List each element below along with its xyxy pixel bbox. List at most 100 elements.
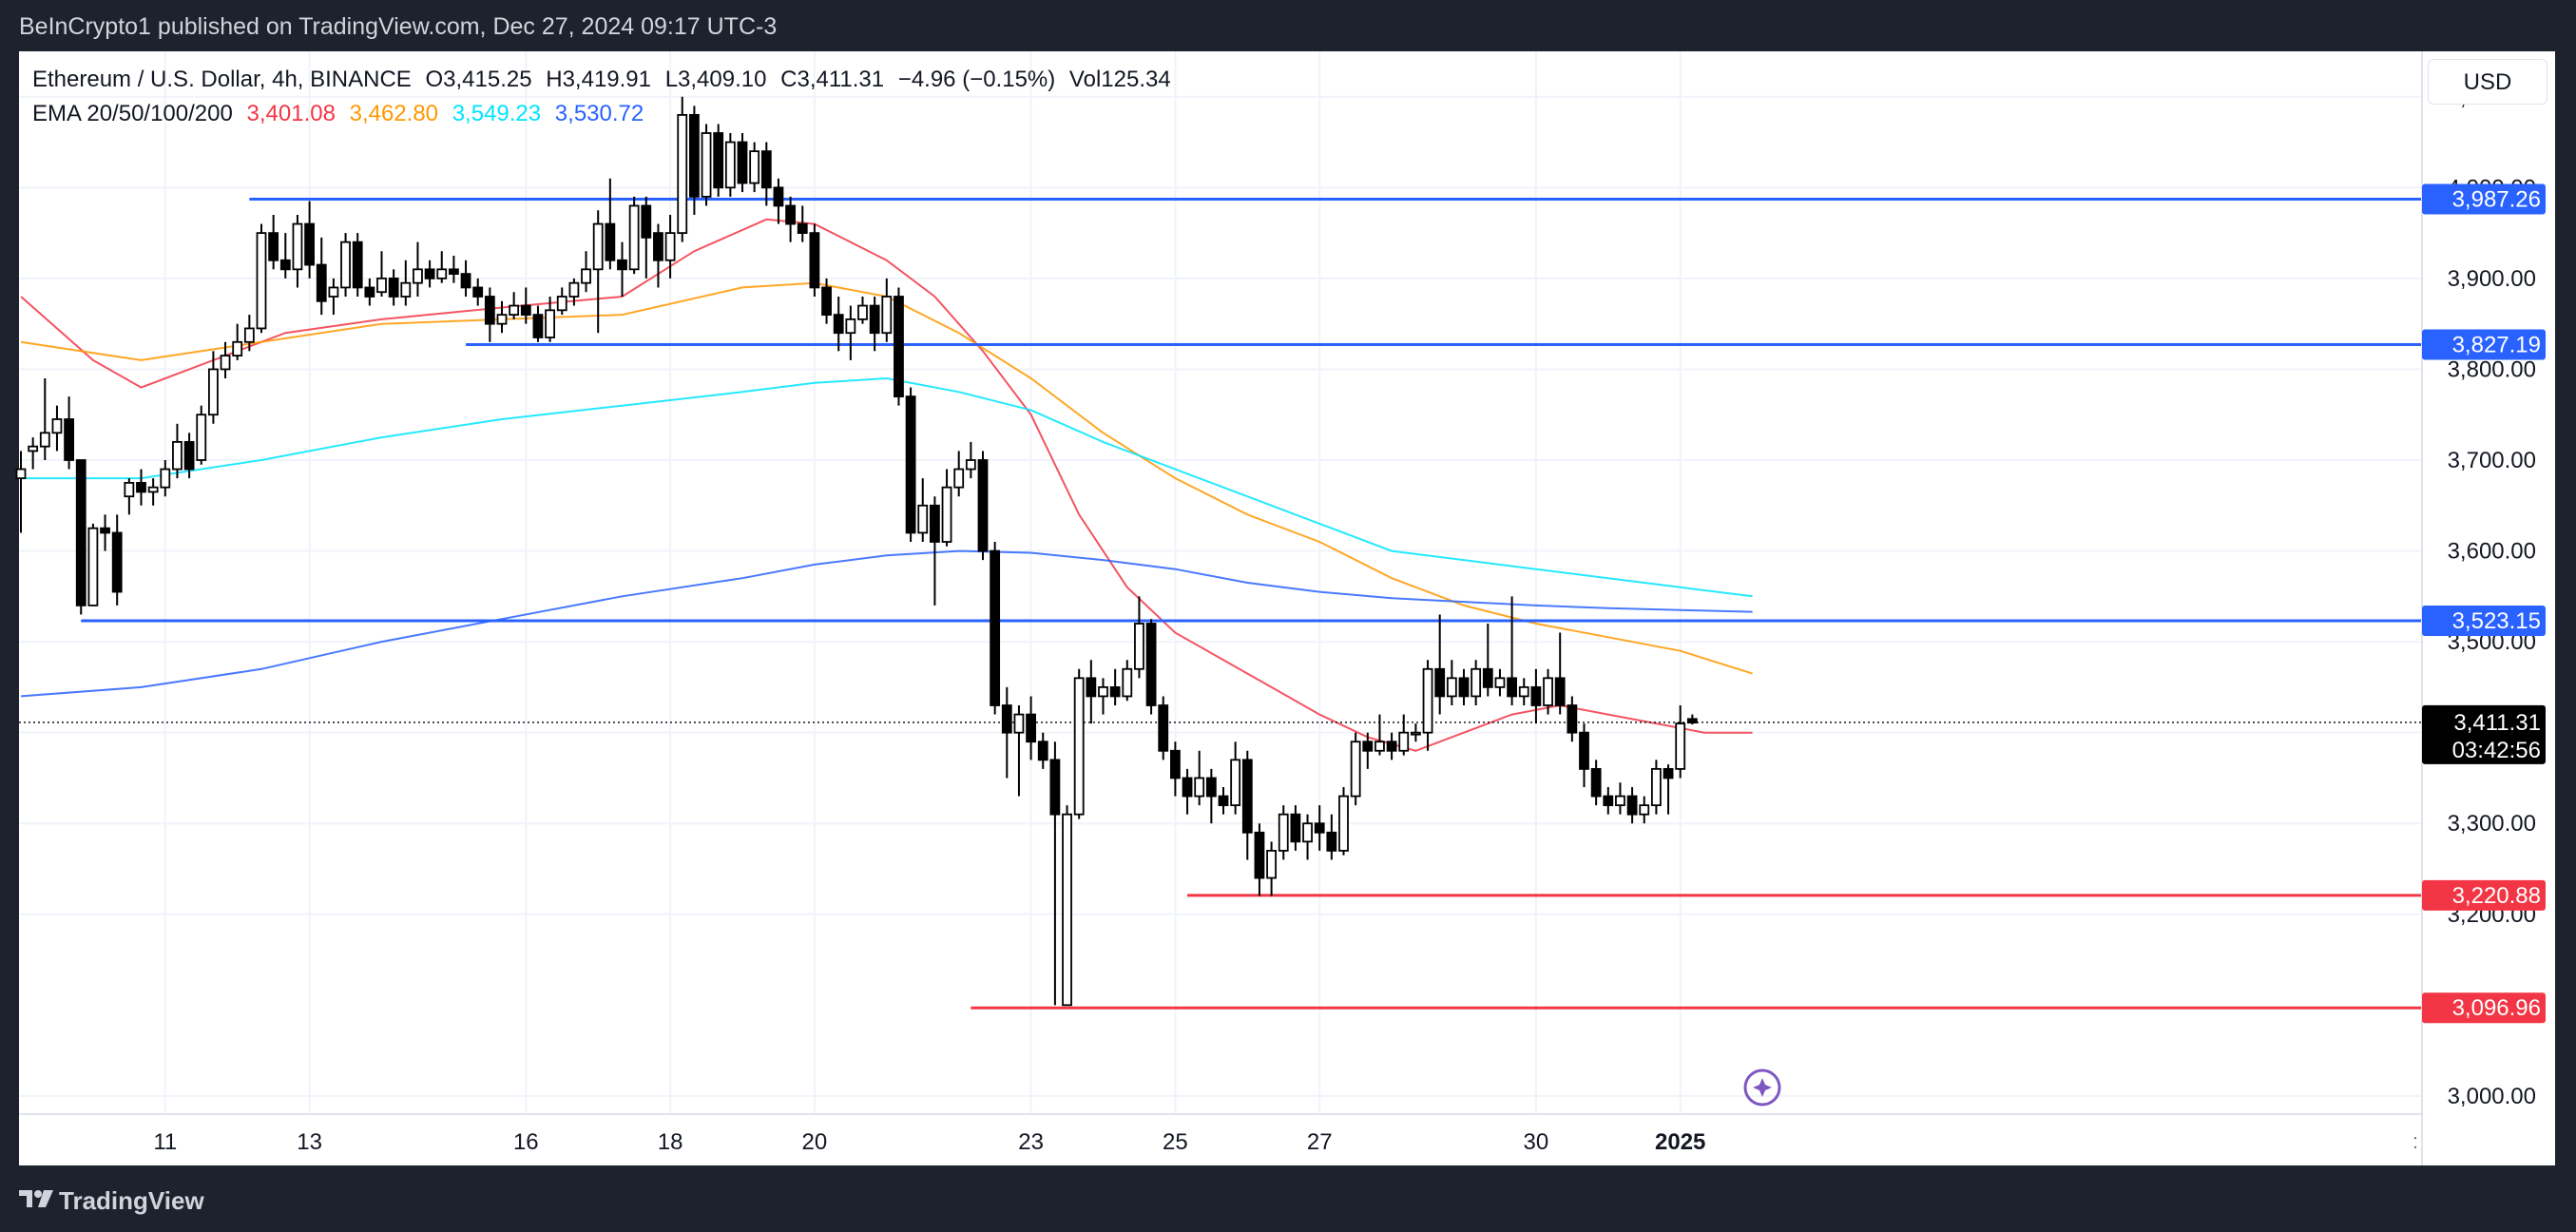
candle <box>1411 723 1421 742</box>
candle <box>1579 723 1589 787</box>
candle <box>641 196 652 279</box>
candle-body <box>1037 741 1048 761</box>
candle-body <box>556 296 567 312</box>
level-price-label: 3,220.88 <box>2452 883 2541 909</box>
candle-body <box>1350 741 1361 798</box>
candle-body <box>1314 822 1325 834</box>
candle-body <box>990 549 1001 706</box>
candle <box>1122 660 1133 702</box>
candle-body <box>64 418 74 461</box>
candle <box>232 323 243 360</box>
candle <box>545 297 555 342</box>
candle <box>857 297 868 324</box>
candle <box>617 241 627 297</box>
candle <box>1626 787 1638 824</box>
candle-body <box>1663 767 1674 780</box>
candle <box>1482 624 1493 697</box>
candle <box>460 260 471 297</box>
candle-body <box>869 304 880 335</box>
level-price-badge <box>2422 183 2546 215</box>
candle <box>605 178 616 270</box>
candle-body <box>1098 685 1108 698</box>
candle <box>352 233 363 297</box>
candle-body <box>749 150 760 184</box>
candle <box>424 260 435 288</box>
candle-body <box>328 286 339 298</box>
high-value: H3,419.91 <box>546 67 652 92</box>
candle <box>1362 732 1374 769</box>
last-price-badge <box>2422 704 2546 764</box>
candle <box>147 478 159 506</box>
attribution-text: BeInCrypto1 published on TradingView.com… <box>19 13 778 40</box>
candle-body <box>520 304 531 317</box>
candle <box>953 451 965 497</box>
candle <box>243 315 255 352</box>
symbol-title[interactable]: Ethereum / U.S. Dollar, 4h, BINANCE <box>32 67 412 92</box>
candle-body <box>28 445 39 452</box>
candle-body <box>1218 795 1229 807</box>
candle-body <box>977 459 989 552</box>
candle-body <box>1013 713 1025 734</box>
candle-body <box>424 268 435 279</box>
y-tick-label: 3,700.00 <box>2448 448 2536 473</box>
candle <box>1314 805 1325 851</box>
candle-body <box>1338 795 1349 852</box>
candle <box>1205 768 1217 824</box>
sparkle-icon[interactable] <box>1743 1068 1781 1107</box>
candle <box>894 287 904 406</box>
candle <box>111 514 123 606</box>
candle-body <box>857 304 868 320</box>
candle-body <box>905 395 916 534</box>
candle <box>1145 619 1157 715</box>
candle-body <box>1639 804 1650 816</box>
candle-body <box>1686 718 1698 724</box>
chart-panel[interactable] <box>19 51 2555 1165</box>
candle-body <box>1543 677 1553 706</box>
candle-body <box>292 222 303 271</box>
candle-body <box>1434 667 1446 698</box>
candle-body <box>1590 767 1602 798</box>
candle <box>1603 787 1614 815</box>
candle <box>1194 750 1205 806</box>
candle <box>556 287 567 316</box>
candle-body <box>352 241 363 289</box>
candle <box>869 297 880 352</box>
candle <box>568 278 580 306</box>
candle-body <box>256 232 267 330</box>
candle <box>1278 805 1289 860</box>
candle <box>1458 668 1470 705</box>
candle <box>1518 678 1529 705</box>
candle-body <box>1302 822 1313 843</box>
candle <box>1073 668 1085 819</box>
currency-button[interactable]: USD <box>2428 59 2547 105</box>
x-tick-label: 18 <box>658 1129 683 1155</box>
candle-body <box>953 468 965 489</box>
time-axis-settings-icon[interactable]: : <box>2413 1129 2418 1153</box>
candle <box>268 215 279 270</box>
candle-body <box>713 132 724 189</box>
candle <box>941 469 952 547</box>
footer-logo-text[interactable]: TradingView <box>59 1186 204 1215</box>
ema50-value: 3,462.80 <box>349 101 439 126</box>
ema-legend: EMA 20/50/100/200 3,401.08 3,462.80 3,54… <box>32 101 651 127</box>
candle-body <box>785 204 796 225</box>
candle <box>1567 696 1578 742</box>
candle-body <box>689 113 700 198</box>
candle <box>15 451 27 533</box>
volume-value: Vol125.34 <box>1068 67 1171 92</box>
ema-label[interactable]: EMA 20/50/100/200 <box>32 101 233 126</box>
candle-body <box>1675 722 1686 770</box>
close-value: C3,411.31 <box>780 67 885 92</box>
ohlc-legend: Ethereum / U.S. Dollar, 4h, BINANCE O3,4… <box>32 67 1179 93</box>
candle <box>1098 678 1108 715</box>
candle-body <box>881 296 893 335</box>
candle-body <box>664 232 676 261</box>
candle-body <box>1386 741 1397 752</box>
candle-body <box>845 318 856 335</box>
candle <box>509 292 520 319</box>
candle <box>207 351 219 424</box>
candle <box>905 387 916 542</box>
candle-body <box>509 304 520 317</box>
candle <box>1266 841 1277 896</box>
